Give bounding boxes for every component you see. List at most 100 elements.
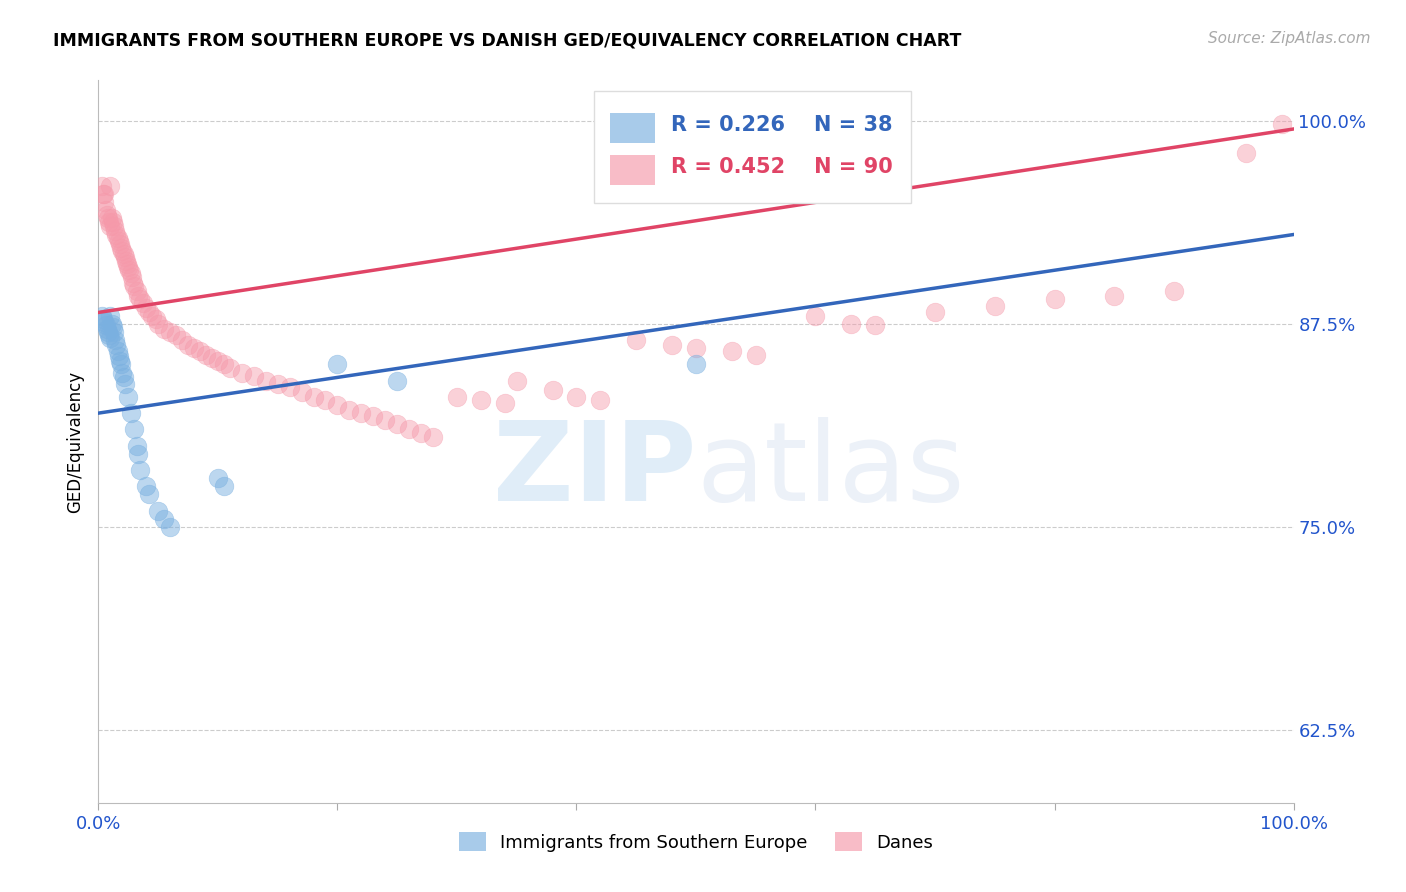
Point	[141, 309, 163, 323]
Point	[91, 178, 114, 193]
Point	[153, 321, 176, 335]
Point	[110, 358, 132, 372]
Point	[97, 211, 120, 226]
Point	[153, 511, 176, 525]
Point	[129, 463, 152, 477]
Point	[201, 351, 224, 365]
Legend: Immigrants from Southern Europe, Danes: Immigrants from Southern Europe, Danes	[451, 825, 941, 859]
Point	[411, 425, 433, 440]
Point	[104, 224, 127, 238]
Point	[118, 263, 141, 277]
Point	[804, 309, 827, 323]
FancyBboxPatch shape	[595, 91, 911, 203]
Point	[446, 390, 468, 404]
Point	[98, 178, 122, 193]
Point	[159, 325, 181, 339]
Point	[626, 333, 648, 347]
Point	[120, 406, 142, 420]
Point	[91, 309, 114, 323]
Point	[124, 422, 146, 436]
Point	[363, 409, 385, 424]
Point	[111, 244, 134, 258]
Point	[315, 393, 337, 408]
Bar	[610, 112, 655, 143]
Point	[93, 186, 115, 201]
Point	[685, 341, 707, 355]
Point	[745, 348, 768, 362]
Point	[107, 349, 129, 363]
Point	[91, 312, 114, 326]
Point	[326, 398, 349, 412]
Point	[267, 376, 290, 391]
Point	[125, 439, 148, 453]
Point	[865, 318, 887, 333]
Point	[1043, 293, 1066, 307]
Point	[131, 295, 153, 310]
Point	[541, 384, 564, 398]
Point	[117, 260, 139, 274]
Point	[302, 390, 325, 404]
Point	[385, 417, 409, 432]
Point	[254, 374, 277, 388]
Point	[219, 360, 242, 375]
Point	[103, 219, 125, 234]
Point	[138, 487, 160, 501]
Point	[112, 247, 135, 261]
Point	[114, 376, 136, 391]
Point	[112, 370, 135, 384]
Point	[121, 269, 143, 284]
Text: R = 0.226    N = 38: R = 0.226 N = 38	[671, 115, 893, 135]
Point	[96, 321, 118, 335]
Point	[107, 231, 129, 245]
Point	[661, 338, 683, 352]
Point	[494, 396, 516, 410]
Point	[125, 285, 148, 299]
Point	[101, 214, 124, 228]
Point	[207, 354, 229, 368]
Text: atlas: atlas	[696, 417, 965, 524]
Point	[339, 403, 361, 417]
Point	[105, 338, 128, 352]
Point	[148, 317, 170, 331]
Point	[685, 358, 707, 372]
Point	[841, 317, 863, 331]
Point	[127, 289, 149, 303]
Point	[422, 430, 444, 444]
Point	[98, 331, 122, 345]
Point	[398, 422, 420, 436]
Point	[207, 471, 229, 485]
Point	[565, 390, 588, 404]
Point	[114, 250, 136, 264]
Point	[103, 325, 125, 339]
Point	[97, 325, 120, 339]
Point	[96, 208, 118, 222]
Point	[685, 130, 707, 145]
Point	[138, 305, 160, 319]
Point	[177, 338, 200, 352]
Point	[924, 305, 946, 319]
Point	[145, 312, 167, 326]
Point	[212, 479, 235, 493]
Point	[374, 412, 396, 426]
Point	[291, 384, 314, 399]
Point	[94, 318, 117, 333]
Point	[93, 315, 115, 329]
Point	[1104, 289, 1126, 303]
Point	[385, 374, 409, 388]
Point	[243, 368, 266, 383]
Bar	[610, 154, 655, 185]
Point	[172, 333, 194, 347]
Point	[231, 366, 253, 380]
Point	[117, 390, 139, 404]
Point	[506, 374, 529, 388]
Point	[101, 320, 124, 334]
Text: ZIP: ZIP	[492, 417, 696, 524]
Point	[350, 406, 373, 420]
Point	[94, 203, 117, 218]
Point	[104, 333, 127, 347]
Point	[107, 344, 129, 359]
Point	[98, 219, 122, 234]
Point	[148, 503, 170, 517]
Point	[165, 328, 187, 343]
Point	[115, 253, 138, 268]
